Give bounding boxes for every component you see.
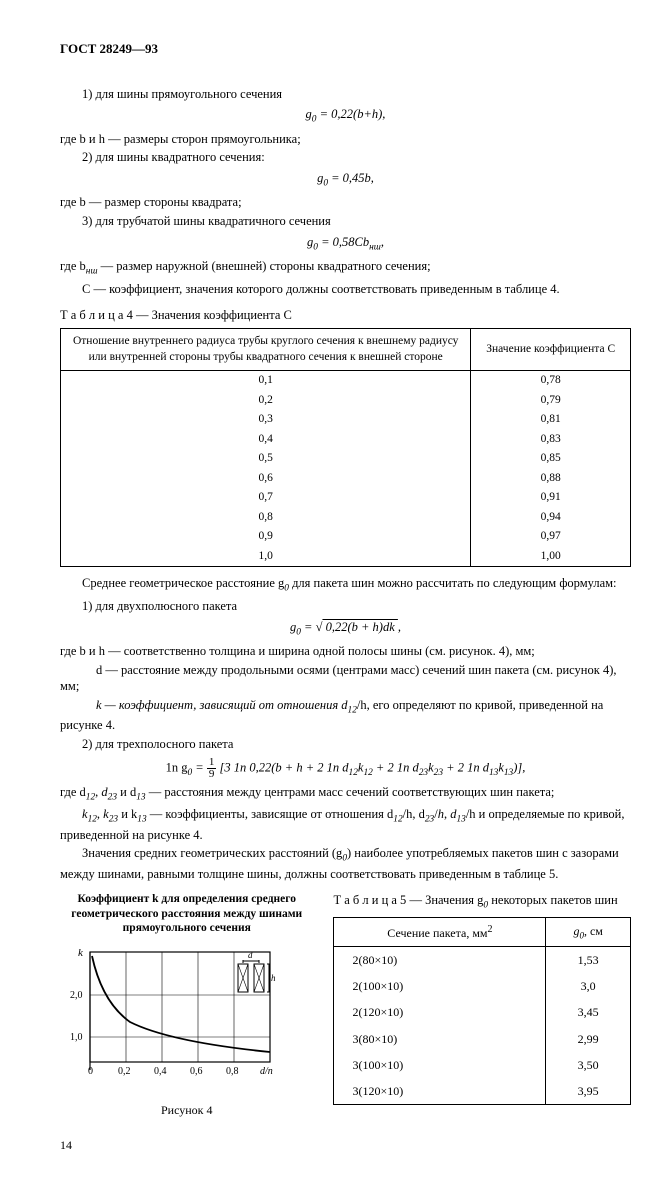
line-6: где bнш — размер наружной (внешней) стор… [60,258,631,278]
para-6: k — коэффициент, зависящий от отношения … [60,697,631,734]
para-3: 1) для двухполюсного пакета [60,598,631,615]
formula-4: g0 = √ 0,22(b + h)dk , [60,619,631,639]
table-row: 0,50,85 [61,449,631,469]
formula-5: 1n g0 = 19 [3 1n 0,22(b + h + 2 1n d12k1… [60,757,631,780]
chart-block: Коэффициент k для определения среднего г… [60,892,313,1118]
table-row: 1,01,00 [61,547,631,567]
chart-title: Коэффициент k для определения среднего г… [60,892,313,935]
svg-text:0,8: 0,8 [226,1066,239,1077]
svg-text:0: 0 [88,1066,93,1077]
formula-3: g0 = 0,58Сbнш, [60,234,631,254]
svg-text:0,2: 0,2 [118,1066,131,1077]
table-5: Сечение пакета, мм2 g0, см 2(80×10)1,532… [333,917,631,1106]
page-number: 14 [60,1137,631,1153]
t4-col1: Отношение внутреннего радиуса трубы круг… [61,329,471,371]
para-2: Среднее геометрическое расстояние g0 для… [60,575,631,595]
table-row: 0,70,91 [61,488,631,508]
t4-col2: Значение коэффициента С [471,329,631,371]
line-4: где b — размер стороны квадрата; [60,194,631,211]
doc-header: ГОСТ 28249—93 [60,40,631,58]
svg-text:h: h [271,973,276,983]
table5-caption: Т а б л и ц а 5 — Значения g0 некоторых … [333,892,631,912]
svg-text:2,0: 2,0 [70,990,83,1001]
table-row: 0,90,97 [61,527,631,547]
line-1: 1) для шины прямоугольного сечения [60,86,631,103]
table-row: 3(80×10)2,99 [334,1026,631,1052]
svg-text:0,4: 0,4 [154,1066,167,1077]
line-3: 2) для шины квадратного сечения: [60,149,631,166]
line-2: где b и h — размеры сторон прямоугольник… [60,131,631,148]
para-8: где d12, d23 и d13 — расстояния между це… [60,784,631,804]
svg-text:1,0: 1,0 [70,1032,83,1043]
para-7: 2) для трехполосного пакета [60,736,631,753]
t5-col1: Сечение пакета, мм2 [334,917,546,947]
table4-caption: Т а б л и ц а 4 — Значения коэффициента … [60,307,631,324]
line-7: С — коэффициент, значения которого должн… [60,281,631,298]
para-10: Значения средних геометрических расстоян… [60,845,631,882]
svg-text:d: d [248,950,253,960]
table-row: 0,60,88 [61,469,631,489]
table-row: 2(80×10)1,53 [334,947,631,974]
svg-text:d/n: d/n [260,1066,273,1077]
line-5: 3) для трубчатой шины квадратичного сече… [60,213,631,230]
table-row: 0,30,81 [61,410,631,430]
table-4: Отношение внутреннего радиуса трубы круг… [60,328,631,567]
figure-caption: Рисунок 4 [60,1102,313,1118]
para-5: d — расстояние между продольными осями (… [60,662,631,696]
chart-svg: k 2,0 1,0 0 0,2 0,4 0,6 0,8 d/n d h [60,942,310,1092]
svg-text:0,6: 0,6 [190,1066,203,1077]
t5-col2: g0, см [546,917,631,947]
table-row: 3(100×10)3,50 [334,1052,631,1078]
table-row: 0,80,94 [61,508,631,528]
table-row: 2(120×10)3,45 [334,999,631,1025]
para-4: где b и h — соответственно толщина и шир… [60,643,631,660]
formula-1: g0 = 0,22(b+h), [60,106,631,126]
table-row: 3(120×10)3,95 [334,1078,631,1105]
formula-2: g0 = 0,45b, [60,170,631,190]
svg-text:k: k [78,947,84,959]
table-row: 0,40,83 [61,430,631,450]
para-9: k12, k23 и k13 — коэффициенты, зависящие… [60,806,631,843]
table-row: 2(100×10)3,0 [334,973,631,999]
table-row: 0,10,78 [61,371,631,391]
table-row: 0,20,79 [61,391,631,411]
